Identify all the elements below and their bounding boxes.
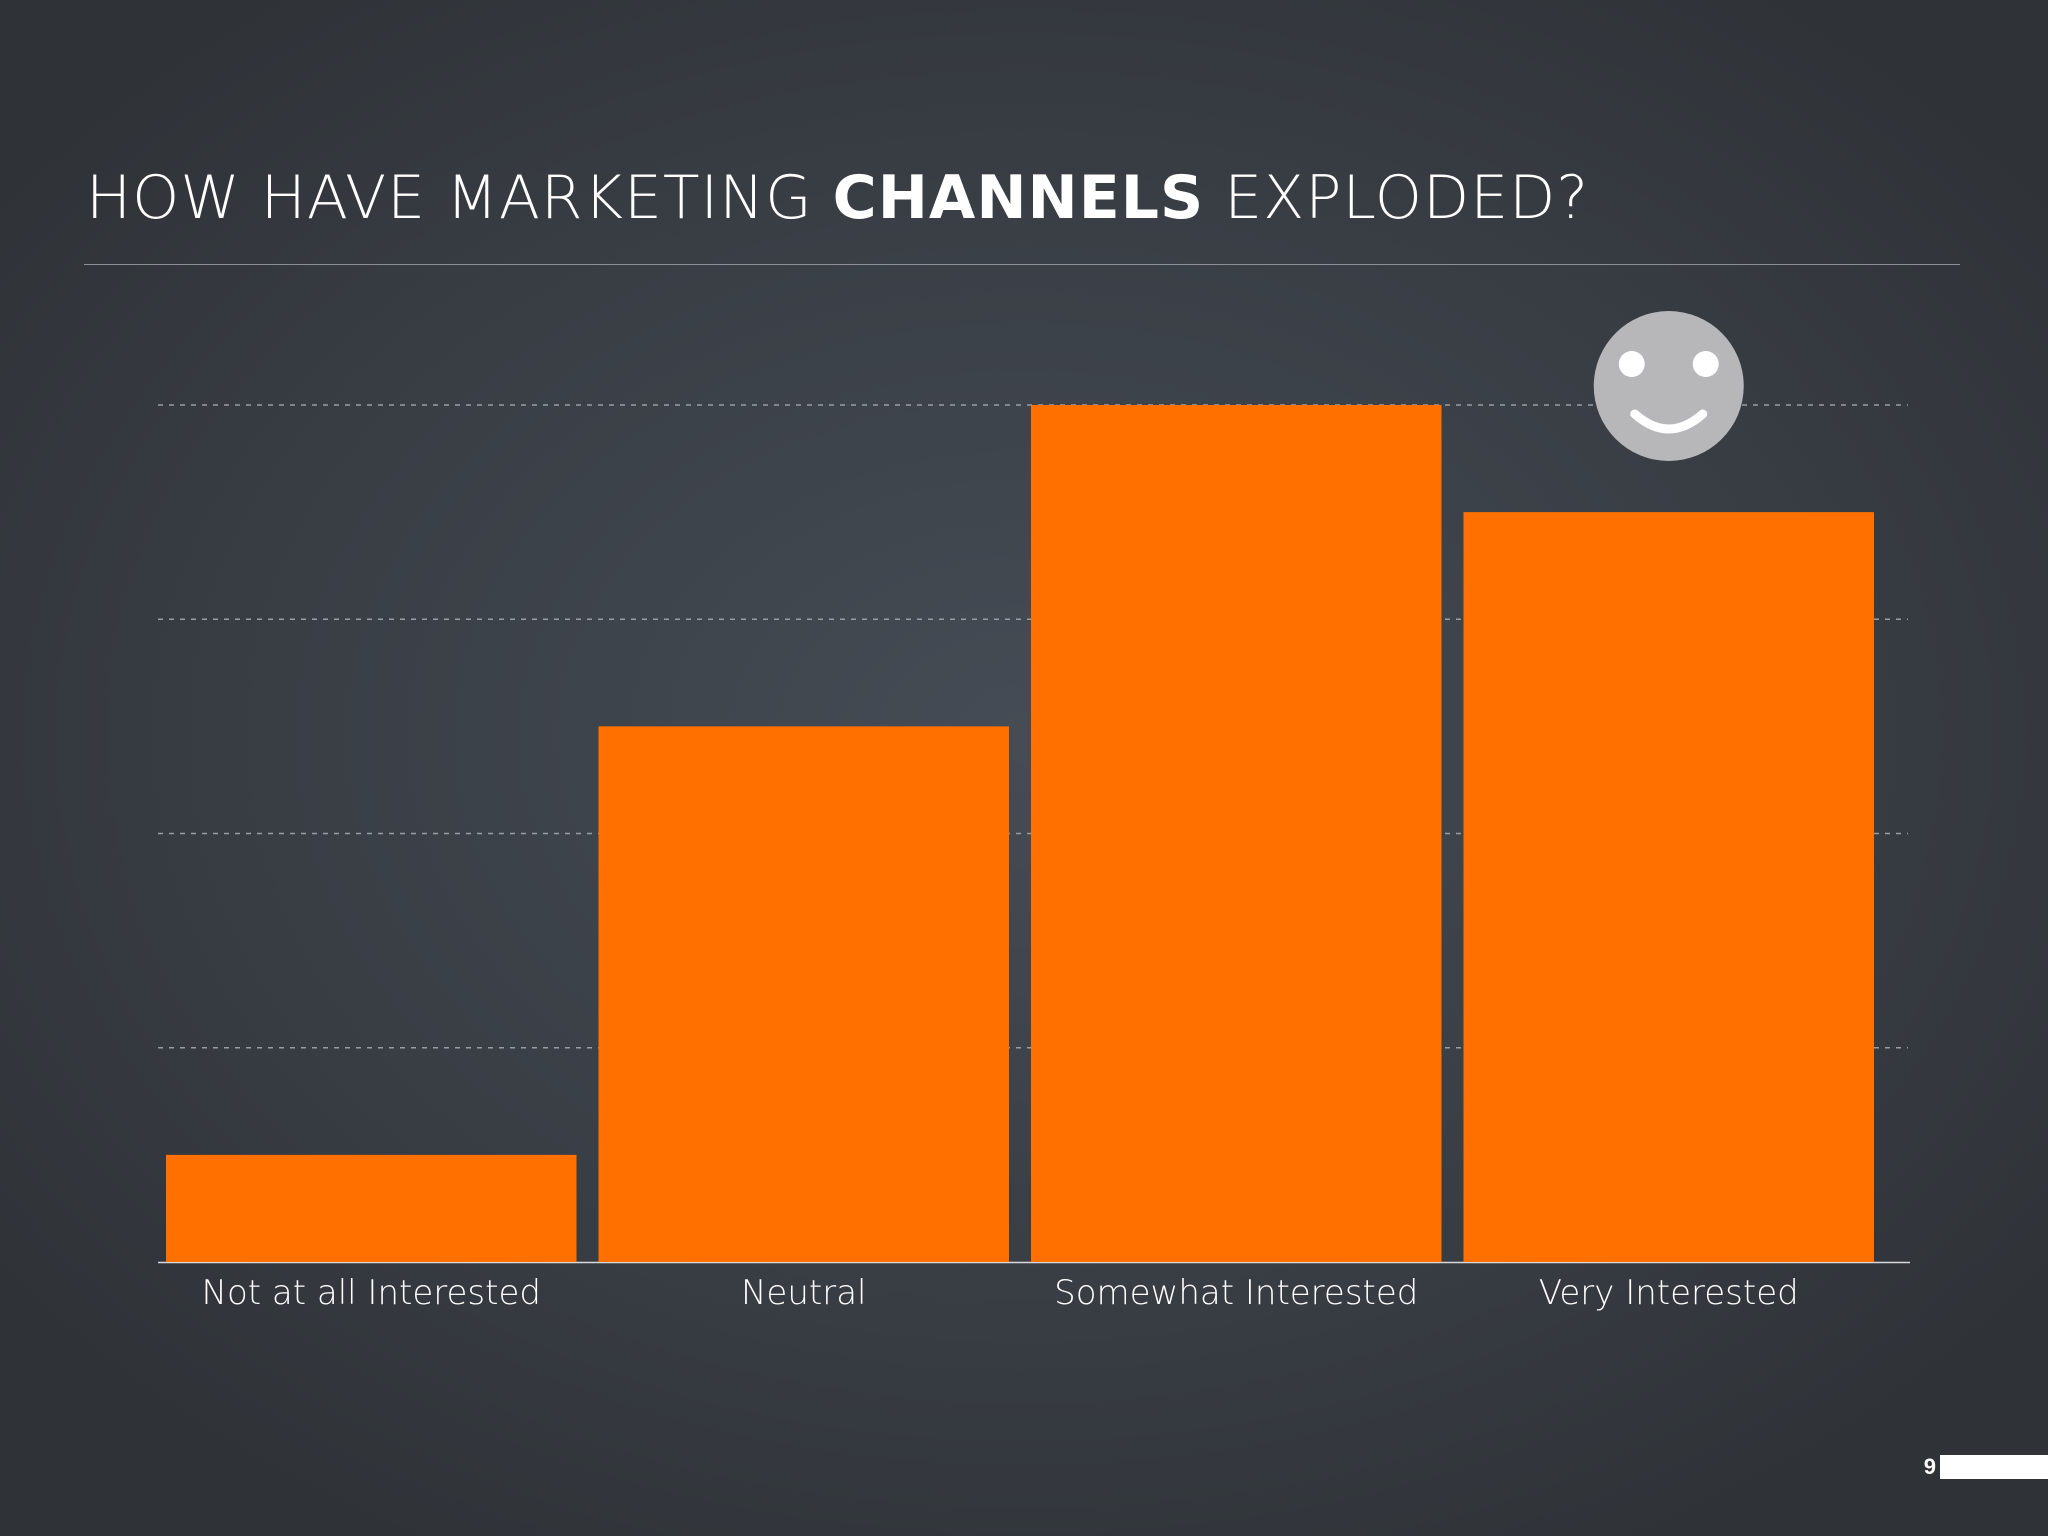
annotations [1593,311,1744,461]
bars [166,405,1874,1262]
title-emphasis: CHANNELS [832,163,1205,233]
bar [166,1154,577,1262]
smiley-face-icon [1593,311,1744,461]
page-number-tab [1940,1455,2048,1479]
category-labels: Not at all Interested Neutral Somewhat Int… [202,1273,1799,1313]
x-tick-label: Neutral [741,1273,867,1313]
bar [1463,512,1874,1262]
bar [598,726,1009,1262]
x-tick-label: Very Interested [1539,1273,1799,1313]
bar [1031,405,1442,1262]
x-tick-label: Not at all Interested [202,1273,541,1313]
title-part-2: EXPLODED? [1204,163,1590,233]
title-divider [84,264,1960,265]
x-tick-label: Somewhat Interested [1054,1273,1418,1313]
gridlines [158,404,1910,1264]
page-number: 9 [1923,1454,1936,1479]
title-part-1: HOW HAVE MARKETING [86,163,833,233]
slide-title: HOW HAVE MARKETING CHANNELS EXPLODED? [86,168,1589,228]
